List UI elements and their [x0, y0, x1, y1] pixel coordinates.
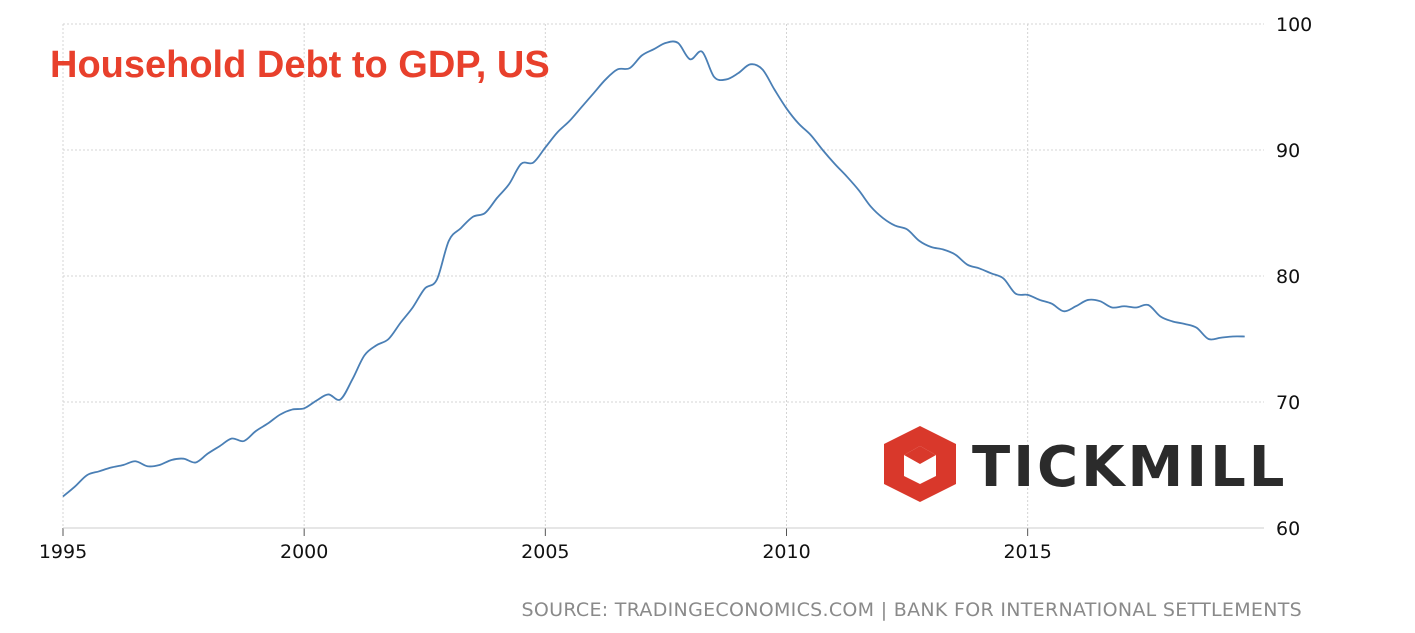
chart-title: Household Debt to GDP, US: [50, 44, 550, 86]
x-axis-ticks: 1995 2000 2005 2010 2015: [39, 528, 1052, 563]
series-line: [62, 40, 1245, 498]
y-tick-label: 80: [1276, 266, 1300, 288]
grid-lines: [62, 23, 1264, 528]
y-tick-label: 70: [1276, 392, 1300, 414]
x-tick-label: 2015: [1003, 541, 1051, 563]
y-axis-ticks: 60 70 80 90 100: [1276, 14, 1312, 540]
y-tick-label: 100: [1276, 14, 1312, 36]
x-tick-label: 1995: [39, 541, 87, 563]
logo-text: TICKMILL: [972, 435, 1287, 500]
y-tick-label: 90: [1276, 140, 1300, 162]
x-tick-label: 2005: [521, 541, 569, 563]
x-tick-label: 2000: [280, 541, 328, 563]
series-layer: [62, 40, 1245, 498]
source-text: SOURCE: TRADINGECONOMICS.COM | BANK FOR …: [522, 599, 1303, 621]
tickmill-logo: TICKMILL: [884, 426, 1287, 502]
tickmill-hexagon-icon: [884, 426, 956, 502]
y-tick-label: 60: [1276, 518, 1300, 540]
x-tick-label: 2010: [762, 541, 810, 563]
